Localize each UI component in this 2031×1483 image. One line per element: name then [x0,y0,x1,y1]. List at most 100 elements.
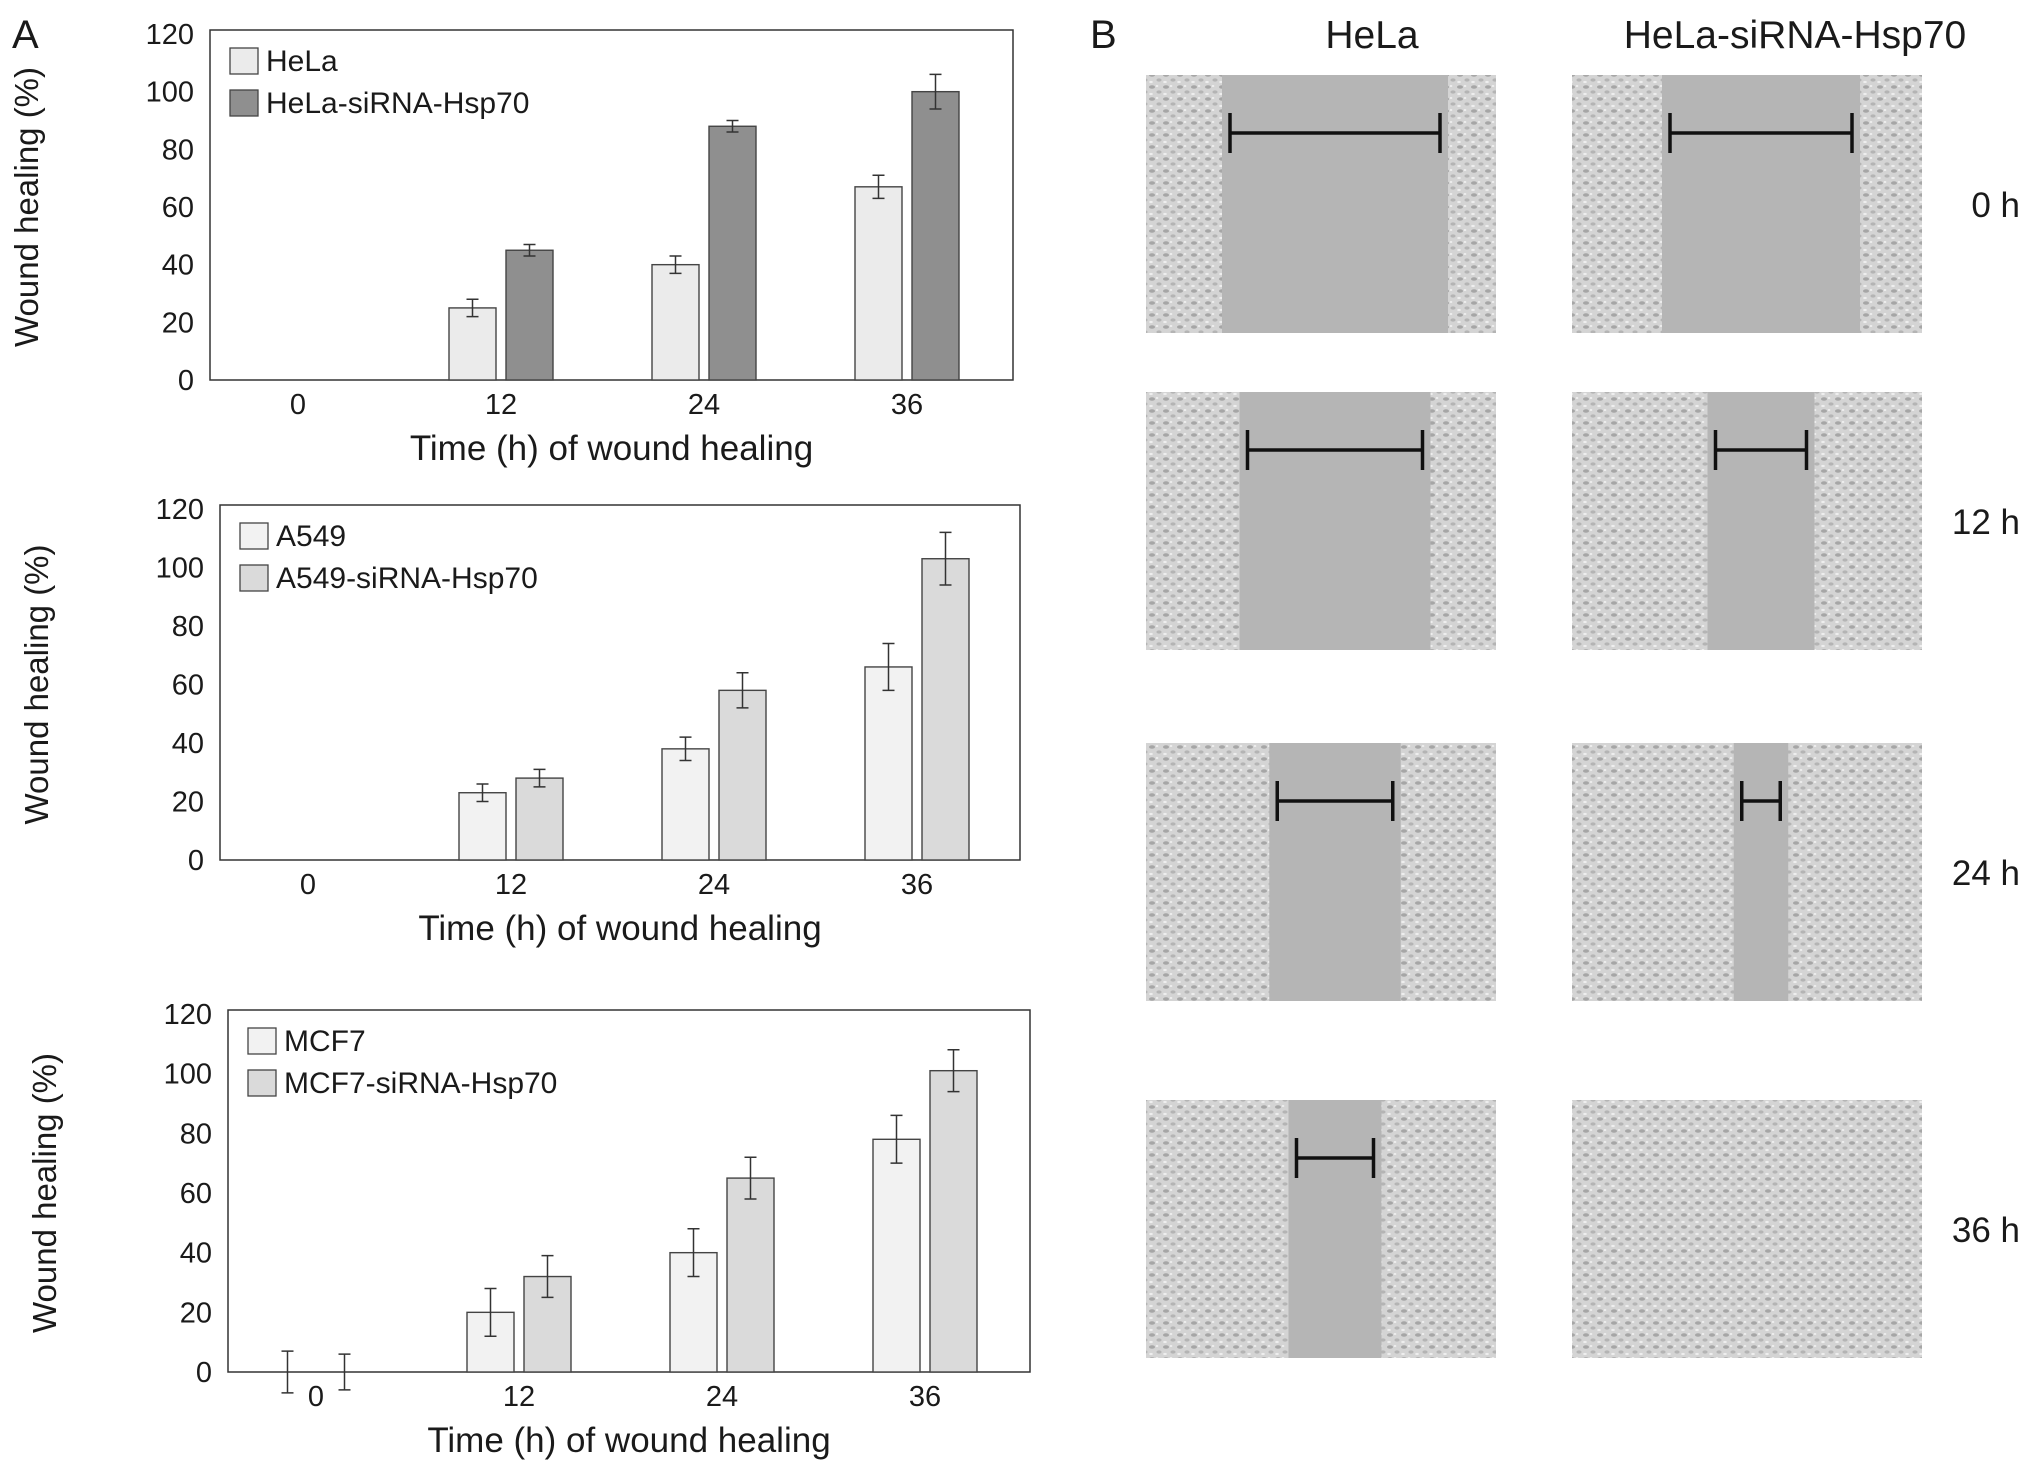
error-bar [484,1287,497,1337]
error-bar [947,1049,960,1093]
bar [708,125,757,381]
plot-frame [227,1009,1031,1373]
bar [661,748,710,861]
scratch-width-marker [1294,1138,1376,1178]
y-tick-label: 40 [162,250,194,282]
wound-gap [1222,75,1448,333]
y-tick-label: 100 [156,553,204,585]
y-tick-label: 120 [156,494,204,526]
error-bar [939,531,952,586]
y-tick-label: 20 [172,787,204,819]
x-axis-label: Time (h) of wound healing [418,909,821,948]
x-tick-label: 24 [706,1381,738,1413]
y-tick-label: 80 [172,611,204,643]
legend-label: A549 [276,520,346,553]
y-tick-label: 20 [180,1297,212,1329]
bar [872,1138,921,1373]
x-axis-label: Time (h) of wound healing [427,1421,830,1460]
micrograph-image [1572,1100,1922,1358]
y-tick-label: 20 [162,307,194,339]
panel-b-label: B [1090,13,1117,57]
error-bar [669,255,682,275]
plot-frame [219,504,1021,861]
bar [718,689,767,861]
y-tick-label: 40 [172,728,204,760]
column-title: HeLa-siRNA-Hsp70 [1624,14,1966,57]
y-tick-label: 0 [178,365,194,397]
scratch-width-marker [1275,781,1395,821]
scratch-width-marker [1228,113,1442,153]
x-axis-label: Time (h) of wound healing [410,429,813,468]
y-tick-label: 120 [146,19,194,51]
legend-label: HeLa-siRNA-Hsp70 [266,87,529,120]
row-time-label: 24 h [1952,854,2020,893]
x-tick-label: 12 [503,1381,535,1413]
legend-swatch [247,1027,277,1055]
bar [515,777,564,861]
wound-gap [1707,392,1815,650]
legend-label: A549-siRNA-Hsp70 [276,562,538,595]
error-bar [687,1228,700,1278]
bar [726,1177,775,1373]
chart-a549: 0 20 40 60 80 100 120 Wound healing (%) 0 12 24 36 T… [18,494,1021,948]
error-bar [736,672,749,709]
bar [854,186,903,381]
y-tick-label: 80 [180,1118,212,1150]
y-tick-label: 60 [180,1178,212,1210]
bar [458,792,507,861]
error-bar [872,174,885,200]
x-tick-label: 12 [495,869,527,901]
y-tick-label: 40 [180,1238,212,1270]
y-tick-label: 100 [164,1059,212,1091]
y-axis-label: Wound healing (%) [8,67,45,347]
scratch-width-marker [1668,113,1854,153]
bar [505,249,554,381]
wound-gap [1288,1100,1382,1358]
error-bar [466,298,479,318]
row-time-label: 0 h [1971,186,2020,225]
bar [929,1069,978,1373]
error-bar [476,783,489,803]
x-tick-label: 12 [485,389,517,421]
row-time-label: 12 h [1952,503,2020,542]
y-tick-label: 100 [146,77,194,109]
y-tick-label: 120 [164,999,212,1031]
x-tick-label: 24 [698,869,730,901]
legend-swatch [247,1069,277,1097]
wound-gap [1239,392,1431,650]
y-tick-label: 60 [172,670,204,702]
legend-swatch [229,47,259,75]
y-tick-label: 60 [162,192,194,224]
legend-label: MCF7 [284,1025,366,1058]
error-bar [929,73,942,110]
wound-gap [1662,75,1860,333]
x-tick-label: 36 [909,1381,941,1413]
error-bar [890,1114,903,1164]
x-tick-label: 0 [290,389,306,421]
column-title: HeLa [1325,14,1419,57]
legend-swatch [239,522,269,550]
error-bar [541,1254,554,1299]
plot-frame [209,29,1014,381]
chart-mcf7: 0 20 40 60 80 100 120 Wound healing (%) 0 12 24 36 T… [26,999,1031,1460]
y-tick-label: 80 [162,134,194,166]
x-tick-label: 0 [300,869,316,901]
error-bar [533,768,546,788]
x-tick-label: 24 [688,389,720,421]
error-bar [281,1350,294,1394]
x-tick-label: 36 [891,389,923,421]
bar [448,307,497,381]
panel-a-label: A [12,13,39,57]
wound-gap [1269,743,1401,1001]
y-axis-label: Wound healing (%) [18,544,55,824]
error-bar [744,1156,757,1200]
bar [864,666,913,861]
bar [921,558,970,861]
bar [911,90,960,381]
row-time-label: 36 h [1952,1211,2020,1250]
legend-label: MCF7-siRNA-Hsp70 [284,1067,557,1100]
y-tick-label: 0 [188,845,204,877]
bar [651,263,700,381]
error-bar [338,1353,351,1391]
